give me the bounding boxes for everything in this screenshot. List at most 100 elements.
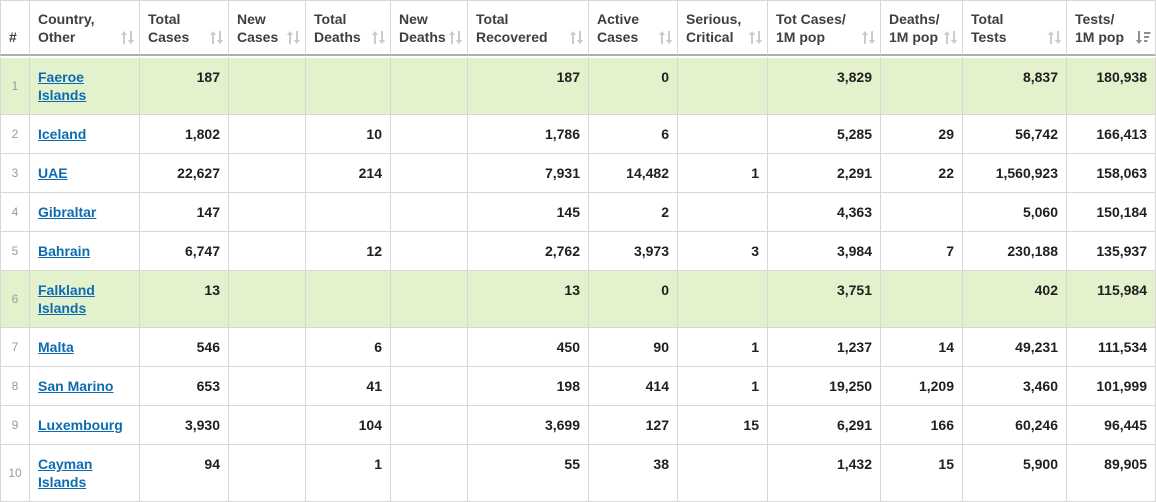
cell-tot_cases_1m: 3,829 <box>768 56 881 115</box>
col-header-serious-critical[interactable]: Serious, Critical <box>678 0 768 56</box>
col-header-new-deaths[interactable]: New Deaths <box>391 0 468 56</box>
sort-up-down-icon <box>658 31 673 44</box>
cell-total_cases: 94 <box>140 445 229 502</box>
cell-deaths_1m: 15 <box>881 445 963 502</box>
col-header-total-cases[interactable]: Total Cases <box>140 0 229 56</box>
cell-active_cases: 127 <box>589 406 678 445</box>
cell-tests_1m: 115,984 <box>1067 271 1156 328</box>
col-header-tot-cases-1m[interactable]: Tot Cases/ 1M pop <box>768 0 881 56</box>
country-link[interactable]: UAE <box>38 165 68 181</box>
country-link[interactable]: Cayman Islands <box>38 456 93 490</box>
cell-new_cases <box>229 56 306 115</box>
cell-serious_critical <box>678 445 768 502</box>
country-link[interactable]: Gibraltar <box>38 204 97 220</box>
country-link[interactable]: San Marino <box>38 378 114 394</box>
country-cell: Iceland <box>30 115 140 154</box>
col-header-total-deaths[interactable]: Total Deaths <box>306 0 391 56</box>
country-link[interactable]: Luxembourg <box>38 417 123 433</box>
sort-up-down-icon <box>943 31 958 44</box>
cell-total_deaths <box>306 56 391 115</box>
cell-total_tests: 3,460 <box>963 367 1067 406</box>
cell-new_cases <box>229 271 306 328</box>
cell-tests_1m: 166,413 <box>1067 115 1156 154</box>
cell-total_tests: 5,900 <box>963 445 1067 502</box>
sort-up-down-icon <box>120 31 135 44</box>
col-header-country[interactable]: Country, Other <box>30 0 140 56</box>
cell-total_deaths: 6 <box>306 328 391 367</box>
row-rank: 8 <box>0 367 30 406</box>
cell-deaths_1m <box>881 271 963 328</box>
country-link[interactable]: Bahrain <box>38 243 91 259</box>
sort-up-down-icon <box>448 31 463 44</box>
cell-serious_critical <box>678 271 768 328</box>
col-header-active-cases[interactable]: Active Cases <box>589 0 678 56</box>
cell-total_recovered: 55 <box>468 445 589 502</box>
cell-total_recovered: 2,762 <box>468 232 589 271</box>
cell-total_tests: 230,188 <box>963 232 1067 271</box>
cell-tot_cases_1m: 3,751 <box>768 271 881 328</box>
table-row: 9 Luxembourg 3,930 104 3,699 127 15 6,291 166 60,… <box>0 406 1156 445</box>
table-row: 4 Gibraltar 147 145 2 4,363 5,060 150,184 <box>0 193 1156 232</box>
cell-active_cases: 414 <box>589 367 678 406</box>
country-link[interactable]: Faeroe Islands <box>38 69 87 103</box>
cell-new_cases <box>229 367 306 406</box>
col-header-rank[interactable]: # <box>0 0 30 56</box>
sort-up-down-icon <box>861 31 876 44</box>
row-rank: 5 <box>0 232 30 271</box>
sort-up-down-icon <box>286 31 301 44</box>
cell-tests_1m: 111,534 <box>1067 328 1156 367</box>
cell-active_cases: 0 <box>589 56 678 115</box>
table-row: 5 Bahrain 6,747 12 2,762 3,973 3 3,984 7 230,188 1… <box>0 232 1156 271</box>
country-cell: Bahrain <box>30 232 140 271</box>
cell-total_cases: 22,627 <box>140 154 229 193</box>
col-header-total-tests[interactable]: Total Tests <box>963 0 1067 56</box>
cell-total_recovered: 1,786 <box>468 115 589 154</box>
cell-total_deaths <box>306 193 391 232</box>
cell-serious_critical <box>678 193 768 232</box>
table-row: 7 Malta 546 6 450 90 1 1,237 14 49,231 111,534 <box>0 328 1156 367</box>
col-header-deaths-1m[interactable]: Deaths/ 1M pop <box>881 0 963 56</box>
cell-active_cases: 90 <box>589 328 678 367</box>
cell-tot_cases_1m: 4,363 <box>768 193 881 232</box>
country-cell: Gibraltar <box>30 193 140 232</box>
cell-active_cases: 38 <box>589 445 678 502</box>
cell-total_cases: 6,747 <box>140 232 229 271</box>
country-link[interactable]: Malta <box>38 339 74 355</box>
cell-tot_cases_1m: 19,250 <box>768 367 881 406</box>
cell-tot_cases_1m: 3,984 <box>768 232 881 271</box>
cell-total_deaths: 214 <box>306 154 391 193</box>
cell-total_recovered: 187 <box>468 56 589 115</box>
cell-tests_1m: 135,937 <box>1067 232 1156 271</box>
country-link[interactable]: Falkland Islands <box>38 282 95 316</box>
cell-total_cases: 3,930 <box>140 406 229 445</box>
cell-total_cases: 13 <box>140 271 229 328</box>
cell-total_cases: 147 <box>140 193 229 232</box>
cell-total_cases: 1,802 <box>140 115 229 154</box>
cell-active_cases: 14,482 <box>589 154 678 193</box>
cell-total_tests: 60,246 <box>963 406 1067 445</box>
cell-new_deaths <box>391 115 468 154</box>
cell-deaths_1m: 1,209 <box>881 367 963 406</box>
cell-total_deaths: 1 <box>306 445 391 502</box>
cell-tests_1m: 89,905 <box>1067 445 1156 502</box>
row-rank: 7 <box>0 328 30 367</box>
col-header-tests-1m[interactable]: Tests/ 1M pop <box>1067 0 1156 56</box>
col-header-new-cases[interactable]: New Cases <box>229 0 306 56</box>
table-header: # Country, Other Total Cases New Cases T… <box>0 0 1156 56</box>
cell-total_tests: 1,560,923 <box>963 154 1067 193</box>
cell-new_deaths <box>391 367 468 406</box>
cell-new_deaths <box>391 56 468 115</box>
cell-serious_critical: 1 <box>678 328 768 367</box>
cell-tests_1m: 158,063 <box>1067 154 1156 193</box>
country-link[interactable]: Iceland <box>38 126 87 142</box>
col-header-total-recovered[interactable]: Total Recovered <box>468 0 589 56</box>
cell-deaths_1m: 7 <box>881 232 963 271</box>
cell-new_cases <box>229 232 306 271</box>
row-rank: 9 <box>0 406 30 445</box>
row-rank: 1 <box>0 56 30 115</box>
cell-serious_critical: 15 <box>678 406 768 445</box>
cell-tests_1m: 101,999 <box>1067 367 1156 406</box>
cell-new_cases <box>229 445 306 502</box>
cell-new_deaths <box>391 271 468 328</box>
